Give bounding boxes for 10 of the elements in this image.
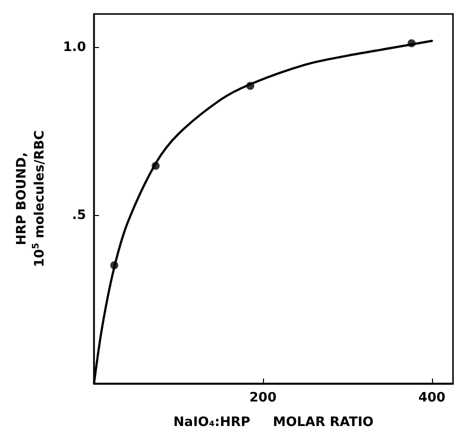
y-tick-label: .5 — [72, 208, 86, 224]
x-tick-label: 400 — [418, 390, 446, 406]
point — [408, 39, 416, 48]
point — [152, 162, 160, 170]
y-axis-title: HRP BOUND, 105 molecules/RBC — [14, 130, 48, 268]
x-axis-title: NaIO₄:HRP MOLAR RATIO — [173, 415, 374, 430]
point — [110, 261, 118, 270]
point — [246, 82, 254, 90]
y-tick-label: 1.0 — [62, 40, 86, 56]
x-tick-label: 200 — [249, 390, 277, 406]
